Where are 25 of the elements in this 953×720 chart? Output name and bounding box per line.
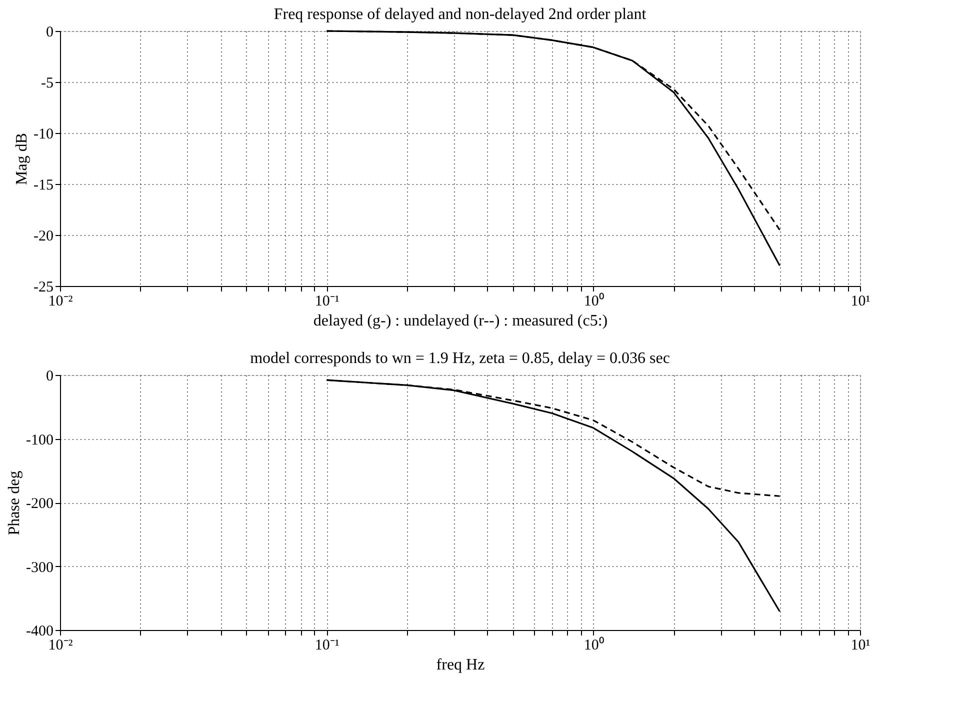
x-tick-label: 10⁰ bbox=[584, 636, 604, 654]
x-tick-label: 10¹ bbox=[850, 638, 870, 654]
x-tick-label: 10⁻¹ bbox=[314, 638, 340, 654]
y-tick-label: -10 bbox=[34, 126, 54, 142]
chart-title: Freq response of delayed and non-delayed 2nd order plant bbox=[274, 6, 647, 23]
x-tick-label: 10⁻² bbox=[48, 294, 74, 310]
y-tick-label: -300 bbox=[26, 560, 54, 576]
x-axis-title: freq Hz bbox=[436, 656, 485, 674]
y-axis-title: Phase deg bbox=[6, 470, 24, 536]
y-tick-label: 0 bbox=[46, 24, 54, 40]
y-tick-label: -25 bbox=[34, 280, 54, 296]
y-tick-label: -20 bbox=[34, 228, 54, 244]
x-axis-title: delayed (g-) : undelayed (r--) : measured (c5:) bbox=[313, 312, 608, 330]
x-tick-label: 10⁻² bbox=[48, 638, 74, 654]
y-tick-label: -200 bbox=[26, 496, 54, 512]
x-tick-label: 10⁰ bbox=[584, 292, 604, 310]
y-tick-label: -100 bbox=[26, 432, 54, 448]
chart-title: model corresponds to wn = 1.9 Hz, zeta = 0.85, delay = 0.036 sec bbox=[250, 350, 670, 367]
y-tick-label: -400 bbox=[26, 624, 54, 640]
y-tick-label: -5 bbox=[41, 76, 54, 92]
x-tick-label: 10⁻¹ bbox=[314, 294, 340, 310]
y-axis-title: Mag dB bbox=[14, 133, 31, 185]
y-tick-label: 0 bbox=[46, 368, 54, 384]
x-tick-label: 10¹ bbox=[850, 294, 870, 310]
y-tick-label: -15 bbox=[34, 178, 54, 194]
